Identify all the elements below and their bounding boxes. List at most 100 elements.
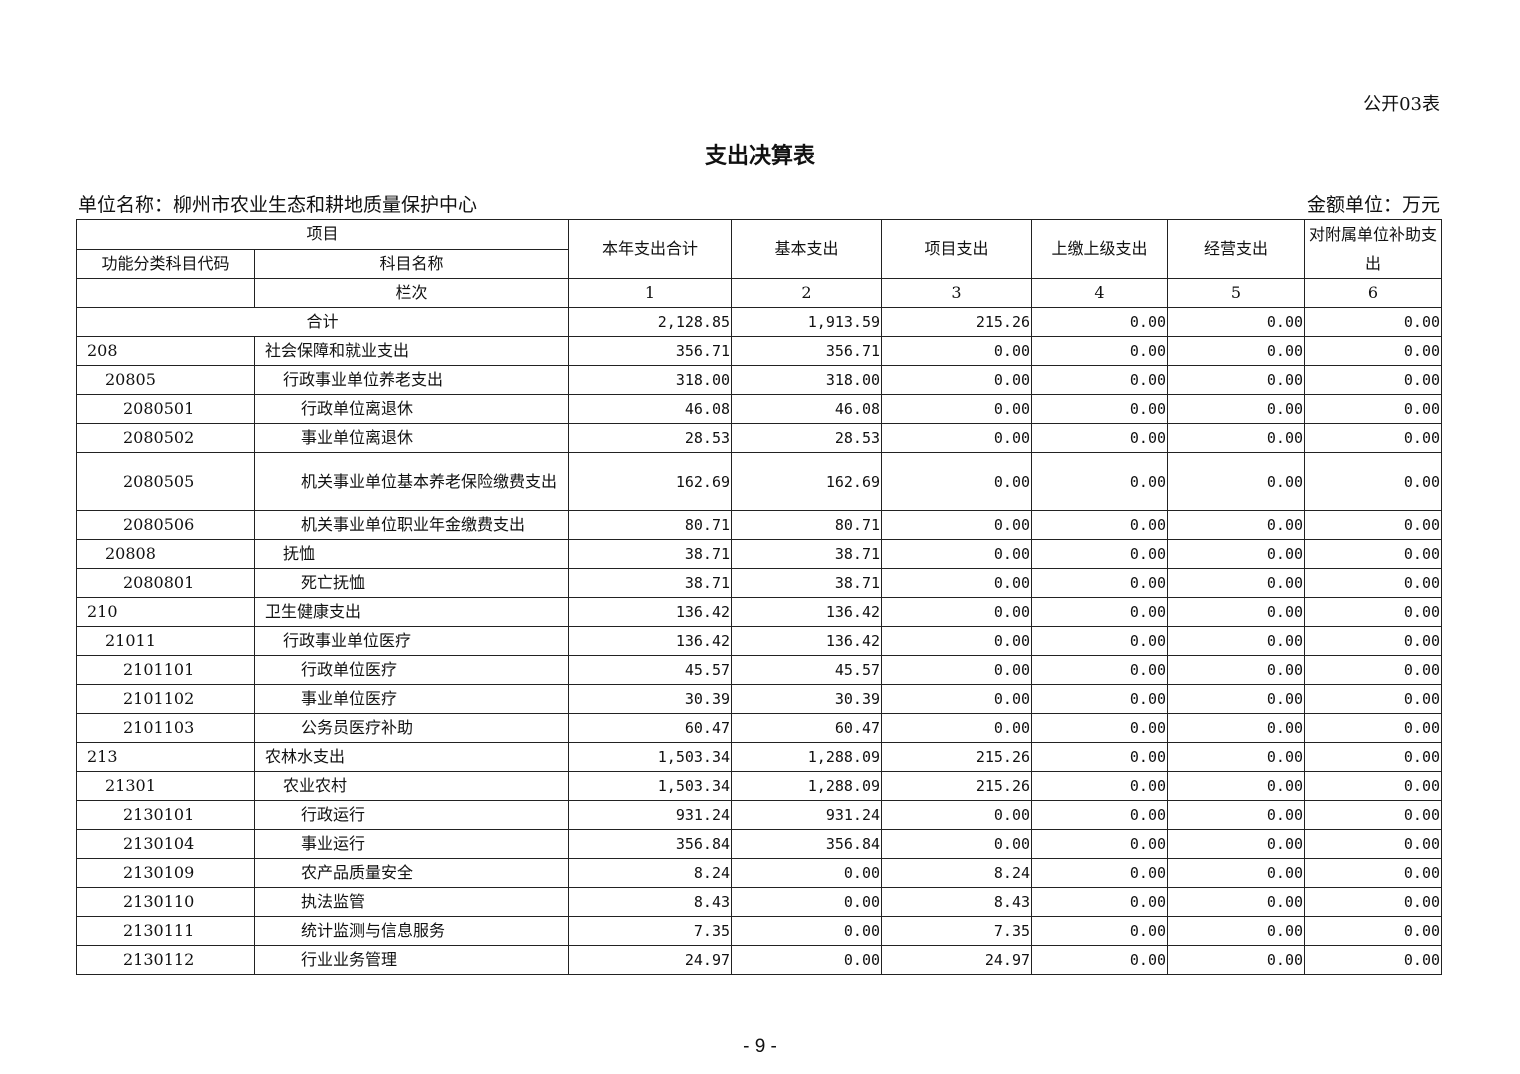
row-value: 136.42 — [731, 597, 883, 627]
row-name: 机关事业单位职业年金缴费支出 — [253, 510, 570, 540]
table-row: 2130101 行政运行 931.24 931.24 0.00 0.00 0.00 0.00 — [76, 800, 1443, 830]
row-code: 21301 — [76, 771, 255, 801]
row-value: 1,503.34 — [568, 771, 733, 801]
row-value: 24.97 — [568, 945, 733, 975]
row-value: 0.00 — [731, 858, 883, 888]
row-value: 0.00 — [1304, 684, 1443, 714]
total-value: 0.00 — [1167, 307, 1306, 337]
row-value: 0.00 — [1304, 742, 1443, 772]
row-value: 162.69 — [568, 452, 733, 511]
row-code: 2130112 — [76, 945, 255, 975]
row-name: 机关事业单位基本养老保险缴费支出 — [253, 452, 570, 511]
header-item: 项目 — [75, 219, 570, 250]
total-value: 215.26 — [881, 307, 1033, 337]
row-value: 0.00 — [1304, 597, 1443, 627]
header-col: 上缴上级支出 — [1031, 219, 1169, 279]
row-value: 0.00 — [881, 800, 1033, 830]
form-number: 公开03表 — [1363, 94, 1440, 115]
row-value: 0.00 — [881, 423, 1033, 453]
row-value: 0.00 — [1031, 539, 1169, 569]
row-value: 0.00 — [1304, 510, 1443, 540]
row-value: 0.00 — [1304, 655, 1443, 685]
row-value: 24.97 — [881, 945, 1033, 975]
row-value: 1,288.09 — [731, 771, 883, 801]
row-value: 8.43 — [881, 887, 1033, 917]
row-value: 0.00 — [1167, 684, 1306, 714]
row-value: 318.00 — [568, 365, 733, 395]
row-value: 0.00 — [1304, 887, 1443, 917]
row-value: 0.00 — [1304, 452, 1443, 511]
row-value: 8.43 — [568, 887, 733, 917]
header-col: 基本支出 — [731, 219, 883, 279]
row-code: 2130111 — [76, 916, 255, 946]
total-value: 0.00 — [1304, 307, 1443, 337]
row-name: 农业农村 — [253, 771, 570, 801]
table-row: 2101103 公务员医疗补助 60.47 60.47 0.00 0.00 0.00 0.00 — [76, 713, 1443, 743]
row-code: 2080502 — [76, 423, 255, 453]
row-value: 38.71 — [568, 539, 733, 569]
row-value: 0.00 — [1167, 800, 1306, 830]
row-code: 2101102 — [76, 684, 255, 714]
row-name: 事业运行 — [253, 829, 570, 859]
money-unit: 金额单位：万元 — [1306, 194, 1440, 216]
row-name: 行政事业单位医疗 — [253, 626, 570, 656]
expenditure-table: 项目 本年支出合计 基本支出 项目支出 上缴上级支出 经营支出 对附属单位补助支… — [75, 219, 1443, 975]
row-value: 0.00 — [1167, 626, 1306, 656]
row-value: 46.08 — [731, 394, 883, 424]
table-row: 2130111 统计监测与信息服务 7.35 0.00 7.35 0.00 0.00 0.00 — [76, 916, 1443, 946]
page-number: - 9 - — [743, 1036, 777, 1057]
row-value: 28.53 — [731, 423, 883, 453]
row-value: 60.47 — [568, 713, 733, 743]
column-number: 5 — [1167, 278, 1306, 308]
row-value: 0.00 — [1304, 336, 1443, 366]
row-value: 0.00 — [1304, 365, 1443, 395]
row-value: 7.35 — [568, 916, 733, 946]
column-number: 3 — [881, 278, 1033, 308]
row-value: 0.00 — [1304, 829, 1443, 859]
row-value: 0.00 — [881, 829, 1033, 859]
row-value: 0.00 — [731, 916, 883, 946]
row-value: 0.00 — [1304, 626, 1443, 656]
row-code: 2130109 — [76, 858, 255, 888]
row-value: 136.42 — [568, 597, 733, 627]
row-value: 136.42 — [568, 626, 733, 656]
row-value: 0.00 — [1031, 510, 1169, 540]
table-row: 213 农林水支出 1,503.34 1,288.09 215.26 0.00 0.00 0.… — [76, 742, 1443, 772]
row-value: 0.00 — [1031, 887, 1169, 917]
row-value: 45.57 — [731, 655, 883, 685]
row-value: 0.00 — [1167, 887, 1306, 917]
table-row: 2080502 事业单位离退休 28.53 28.53 0.00 0.00 0.00 0.00 — [76, 423, 1443, 453]
row-value: 38.71 — [568, 568, 733, 598]
row-value: 38.71 — [731, 539, 883, 569]
total-value: 1,913.59 — [731, 307, 883, 337]
row-name: 抚恤 — [253, 539, 570, 569]
header-code: 功能分类科目代码 — [76, 248, 255, 279]
table-row: 21301 农业农村 1,503.34 1,288.09 215.26 0.00 0.00 0… — [76, 771, 1443, 801]
row-name: 行政运行 — [253, 800, 570, 830]
row-name: 行政单位医疗 — [253, 655, 570, 685]
row-value: 80.71 — [731, 510, 883, 540]
row-value: 0.00 — [881, 597, 1033, 627]
row-value: 0.00 — [1167, 742, 1306, 772]
row-value: 0.00 — [1167, 336, 1306, 366]
row-code: 2080506 — [76, 510, 255, 540]
row-name: 事业单位离退休 — [253, 423, 570, 453]
row-code: 213 — [76, 742, 255, 772]
row-value: 0.00 — [881, 684, 1033, 714]
row-value: 0.00 — [1304, 858, 1443, 888]
row-value: 356.84 — [731, 829, 883, 859]
page-title: 支出决算表 — [704, 144, 815, 169]
header-col: 本年支出合计 — [568, 219, 733, 279]
row-value: 0.00 — [731, 887, 883, 917]
row-name: 社会保障和就业支出 — [253, 336, 570, 366]
table-row: 208 社会保障和就业支出 356.71 356.71 0.00 0.00 0.00 0.00 — [76, 336, 1443, 366]
table-row: 2130112 行业业务管理 24.97 0.00 24.97 0.00 0.00 0.00 — [76, 945, 1443, 975]
row-code: 21011 — [76, 626, 255, 656]
table-row: 210 卫生健康支出 136.42 136.42 0.00 0.00 0.00 0.00 — [76, 597, 1443, 627]
row-name: 行政单位离退休 — [253, 394, 570, 424]
row-name: 统计监测与信息服务 — [253, 916, 570, 946]
row-value: 0.00 — [1167, 568, 1306, 598]
row-value: 0.00 — [1031, 452, 1169, 511]
row-value: 0.00 — [1031, 916, 1169, 946]
row-value: 1,503.34 — [568, 742, 733, 772]
